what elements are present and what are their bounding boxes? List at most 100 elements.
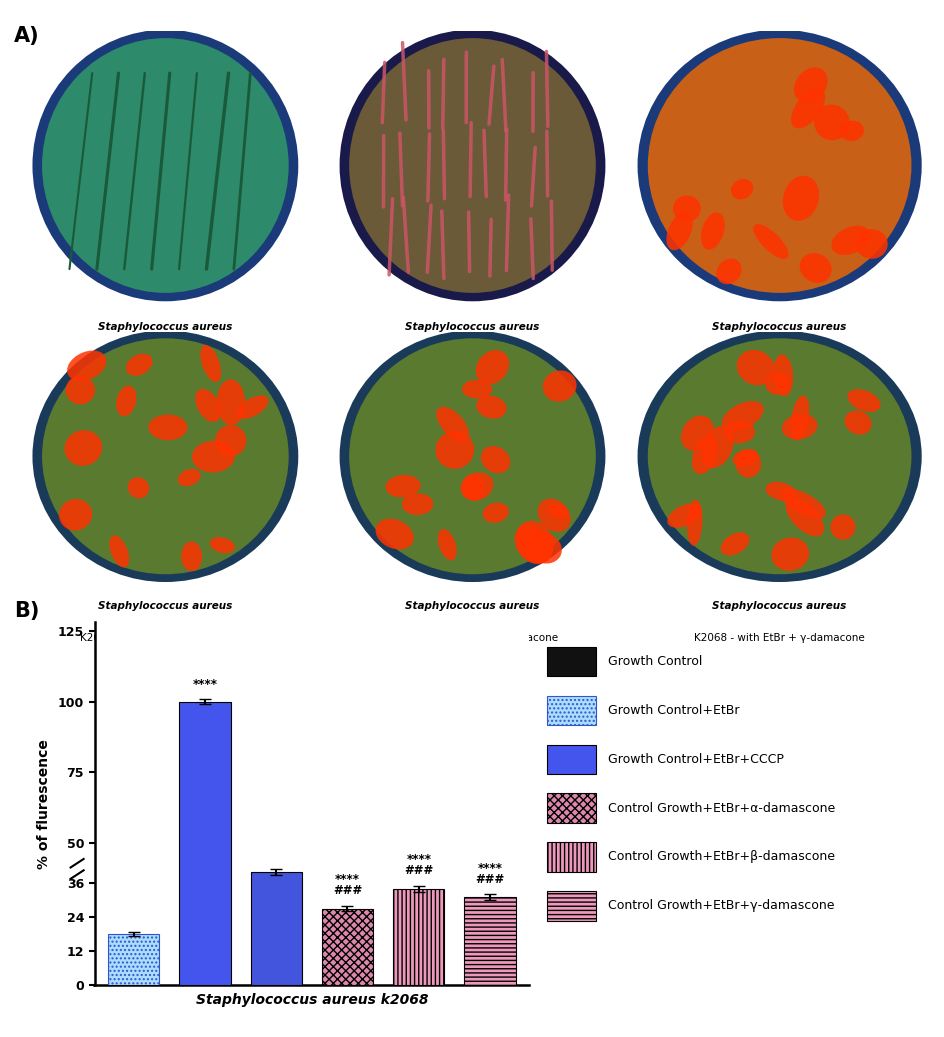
Y-axis label: % of flurescence: % of flurescence [37,738,51,869]
Ellipse shape [730,179,752,199]
Ellipse shape [42,38,288,292]
Ellipse shape [666,213,692,250]
Ellipse shape [844,411,870,435]
Ellipse shape [736,349,774,386]
Text: ###: ### [404,865,433,877]
Ellipse shape [195,389,221,422]
Ellipse shape [637,331,920,582]
Ellipse shape [482,503,508,523]
Text: A): A) [14,26,40,46]
Ellipse shape [214,425,246,456]
Text: B): B) [14,601,40,621]
Ellipse shape [721,401,763,431]
Text: K2068 - without EtBr: K2068 - without EtBr [111,356,219,366]
Ellipse shape [700,426,733,468]
Bar [179,702,230,985]
Ellipse shape [666,503,701,528]
Ellipse shape [855,229,886,259]
Text: Growth Control+EtBr: Growth Control+EtBr [607,704,738,717]
Bar [464,897,515,985]
Ellipse shape [752,224,787,259]
Text: ****: **** [193,678,217,691]
Ellipse shape [784,498,823,536]
Ellipse shape [177,469,200,486]
Ellipse shape [65,375,95,404]
Ellipse shape [781,414,817,440]
Ellipse shape [537,499,570,532]
Ellipse shape [32,331,298,582]
Ellipse shape [813,105,849,140]
Ellipse shape [67,351,107,381]
Ellipse shape [637,30,920,302]
Ellipse shape [839,120,863,141]
Ellipse shape [686,500,701,545]
Text: Staphylococcus aureus: Staphylococcus aureus [712,601,846,612]
Ellipse shape [32,30,298,302]
Text: ****: **** [477,862,502,874]
Ellipse shape [349,338,596,574]
Bar [250,872,301,985]
Ellipse shape [462,474,484,501]
Text: ###: ### [475,873,504,886]
Ellipse shape [42,338,288,574]
Ellipse shape [462,380,492,398]
Ellipse shape [514,521,553,564]
Ellipse shape [700,213,724,250]
Ellipse shape [210,537,235,554]
Ellipse shape [732,449,757,467]
Ellipse shape [847,389,880,412]
Ellipse shape [799,253,831,283]
Text: Control Growth+EtBr+β-damascone: Control Growth+EtBr+β-damascone [607,850,834,864]
Ellipse shape [181,541,202,571]
FancyBboxPatch shape [547,842,596,872]
Ellipse shape [64,430,102,466]
X-axis label: Staphylococcus aureus k2068: Staphylococcus aureus k2068 [195,993,428,1008]
Ellipse shape [339,331,605,582]
Ellipse shape [401,494,432,515]
Ellipse shape [127,477,149,499]
Ellipse shape [790,395,808,441]
Ellipse shape [375,518,413,550]
Ellipse shape [772,355,792,396]
Ellipse shape [339,30,605,302]
Text: Control Growth+EtBr+γ-damascone: Control Growth+EtBr+γ-damascone [607,899,834,913]
Ellipse shape [237,395,268,419]
FancyBboxPatch shape [547,696,596,725]
FancyBboxPatch shape [547,891,596,921]
Ellipse shape [436,407,468,442]
Ellipse shape [672,195,700,222]
Ellipse shape [349,38,596,292]
Text: Control Growth+EtBr+α-damascone: Control Growth+EtBr+α-damascone [607,802,834,815]
Ellipse shape [793,67,827,103]
Ellipse shape [720,532,749,556]
Text: K2068 - with EtBr + γ-damacone: K2068 - with EtBr + γ-damacone [694,633,864,643]
Ellipse shape [782,175,818,221]
Text: Staphylococcus aureus: Staphylococcus aureus [712,323,846,332]
Ellipse shape [59,499,92,531]
Bar [322,908,373,985]
Ellipse shape [790,88,824,129]
Ellipse shape [192,441,235,473]
Text: K2068 - with EtBr: K2068 - with EtBr [427,356,517,366]
Ellipse shape [216,380,244,425]
Text: K2068 - with EtBr + β-damacone: K2068 - with EtBr + β-damacone [386,633,558,643]
Ellipse shape [691,436,716,474]
Ellipse shape [435,431,474,469]
Ellipse shape [460,473,493,501]
Ellipse shape [437,529,456,560]
Ellipse shape [830,514,854,539]
Ellipse shape [723,421,754,444]
Text: Staphylococcus aureus: Staphylococcus aureus [405,323,539,332]
Ellipse shape [116,386,136,416]
Ellipse shape [385,475,420,498]
Text: ###: ### [332,885,362,897]
Text: Staphylococcus aureus: Staphylococcus aureus [405,601,539,612]
Text: ****: **** [406,853,430,866]
Ellipse shape [735,450,760,478]
Ellipse shape [475,351,509,385]
Text: K2068 - with EtBr + CCCP: K2068 - with EtBr + CCCP [712,356,846,366]
Text: Growth Control+EtBr+CCCP: Growth Control+EtBr+CCCP [607,753,783,765]
FancyBboxPatch shape [547,745,596,774]
Ellipse shape [681,416,713,451]
Ellipse shape [476,395,506,419]
